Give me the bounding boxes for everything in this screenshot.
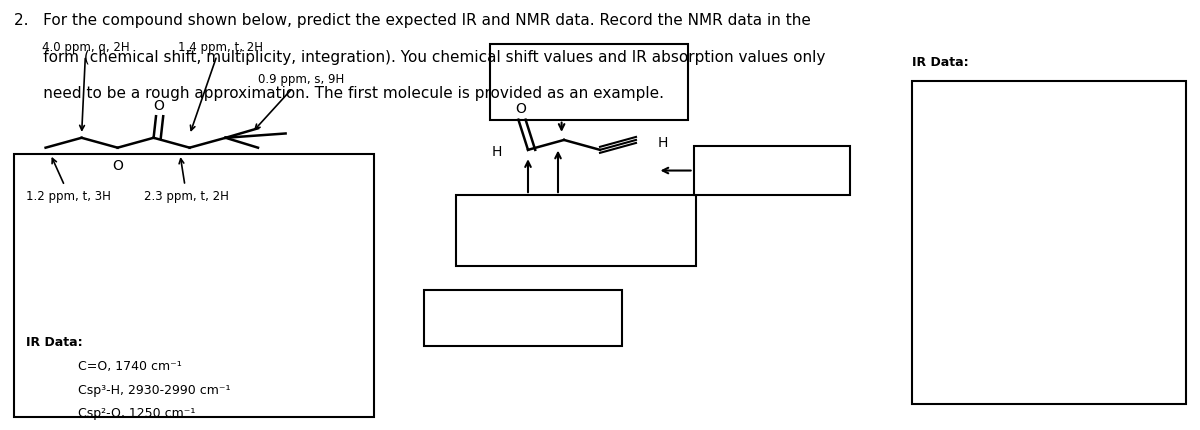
Text: O: O [515,101,527,115]
Text: 1.4 ppm, t, 2H: 1.4 ppm, t, 2H [178,41,263,131]
Bar [14,155,374,417]
Text: 2.3 ppm, t, 2H: 2.3 ppm, t, 2H [144,160,229,202]
Text: IR Data:: IR Data: [912,56,968,69]
Text: O: O [152,99,164,113]
Text: 0.9 ppm, s, 9H: 0.9 ppm, s, 9H [256,73,344,130]
Text: 4.0 ppm, q, 2H: 4.0 ppm, q, 2H [42,41,130,131]
Bar [694,146,850,196]
Text: form (chemical shift, multiplicity, integration). You chemical shift values and : form (chemical shift, multiplicity, inte… [14,49,826,64]
Text: O: O [112,159,124,173]
Text: C=O, 1740 cm⁻¹: C=O, 1740 cm⁻¹ [78,359,181,372]
Text: 1.2 ppm, t, 3H: 1.2 ppm, t, 3H [26,159,112,202]
Text: IR Data:: IR Data: [26,335,83,348]
Text: Csp³-H, 2930-2990 cm⁻¹: Csp³-H, 2930-2990 cm⁻¹ [78,383,230,396]
Text: Csp²-O, 1250 cm⁻¹: Csp²-O, 1250 cm⁻¹ [78,406,196,419]
Text: H: H [658,136,668,150]
Bar [912,82,1186,404]
Bar [456,196,696,267]
Text: 2.   For the compound shown below, predict the expected IR and NMR data. Record : 2. For the compound shown below, predict… [14,13,811,28]
Bar [424,290,622,346]
Bar [490,45,688,120]
Text: H: H [491,144,502,158]
Text: need to be a rough approximation. The first molecule is provided as an example.: need to be a rough approximation. The fi… [14,86,665,101]
